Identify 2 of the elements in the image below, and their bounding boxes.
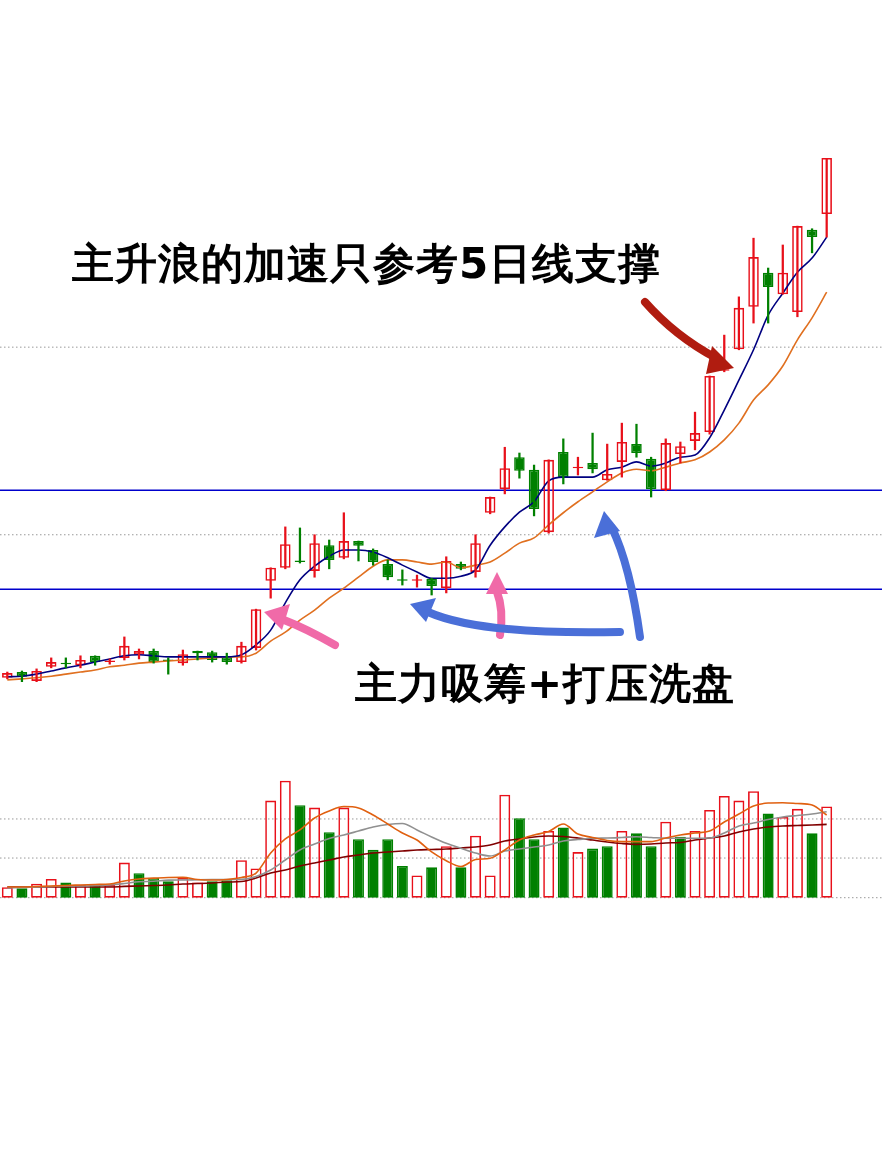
annotation: 主升浪的加速只参考5日线支撑: [72, 238, 662, 290]
annotation: 主力吸筹+打压洗盘: [355, 658, 736, 710]
